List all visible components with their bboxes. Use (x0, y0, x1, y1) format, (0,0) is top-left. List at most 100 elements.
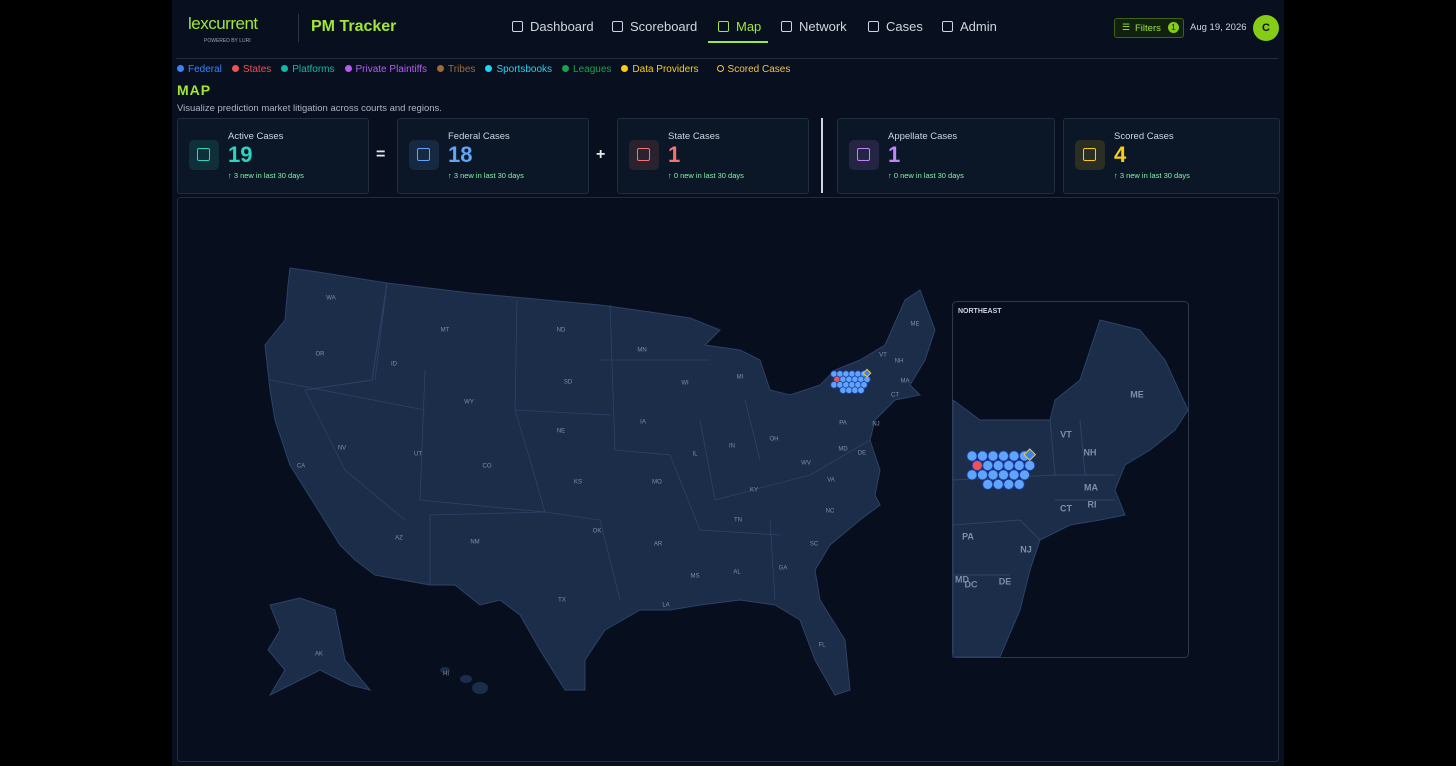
legend-label[interactable]: States (242, 64, 272, 75)
scored-marker (862, 368, 872, 378)
case-marker (1024, 460, 1036, 471)
nav-icon (942, 21, 953, 32)
app-title: PM Tracker (311, 18, 397, 35)
app: lexcurrent POWERED BY LURI PM Tracker ☰ … (172, 0, 1284, 766)
nav-item[interactable]: Dashboard (530, 19, 594, 34)
state-label: VT (879, 353, 887, 359)
filters-button[interactable]: ☰ Filters 1 (1114, 18, 1184, 38)
legend-dot (231, 65, 239, 72)
case-marker (966, 469, 978, 481)
nav-item[interactable]: Cases (886, 19, 923, 34)
logo: lexcurrent (188, 14, 258, 33)
stat-value: 19 (228, 142, 253, 167)
state-label: AZ (395, 536, 403, 542)
legend-label[interactable]: Private Plaintiffs (355, 64, 428, 75)
case-marker (971, 460, 983, 471)
stat-card: Federal Cases 18 ↑ 3 new in last 30 days (397, 118, 589, 194)
state-label: GA (779, 566, 788, 572)
avatar[interactable]: C (1253, 15, 1279, 41)
legend-label[interactable]: Tribes (448, 64, 476, 75)
inset-state-label: MA (1084, 482, 1098, 492)
nav-item[interactable]: Scoreboard (630, 19, 698, 34)
stat-value: 4 (1114, 142, 1127, 167)
state-label: SD (564, 380, 573, 386)
state-label: MO (652, 480, 662, 486)
legend-label[interactable]: Platforms (292, 64, 335, 75)
case-marker (1008, 469, 1020, 481)
state-label: NM (470, 540, 479, 546)
state-label: WI (681, 381, 689, 387)
state-label: MI (737, 375, 744, 381)
page-subtitle: Visualize prediction market litigation a… (177, 103, 442, 114)
inset-state-label: DC (965, 579, 978, 589)
scored-marker (1023, 448, 1037, 461)
stat-note: ↑ 3 new in last 30 days (228, 171, 304, 180)
stat-label: Appellate Cases (888, 131, 958, 142)
inset-state-label: MD (955, 574, 969, 584)
legend-label[interactable]: Leagues (573, 64, 612, 75)
case-marker (987, 450, 999, 462)
case-marker (987, 469, 999, 481)
state-label: CO (483, 464, 492, 470)
state-label: KS (574, 480, 582, 486)
case-marker (1003, 460, 1015, 471)
case-marker (998, 469, 1009, 481)
stat-card: Scored Cases 4 ↑ 3 new in last 30 days (1063, 118, 1280, 194)
stat-value: 18 (448, 142, 473, 167)
legend-dot (621, 65, 629, 72)
case-marker (982, 478, 994, 490)
legend-label[interactable]: Sportsbooks (496, 64, 553, 75)
legend-dot (281, 65, 289, 72)
state-label: DE (858, 451, 866, 457)
state-label: OK (593, 529, 602, 535)
legend-label[interactable]: Federal (188, 64, 222, 75)
stat-icon (409, 140, 439, 170)
stat-value: 1 (888, 142, 901, 167)
legend-label[interactable]: Data Providers (632, 64, 699, 75)
divider (298, 14, 299, 42)
state-label: IA (640, 420, 646, 426)
state-label: HI (443, 672, 449, 678)
stat-note: ↑ 3 new in last 30 days (1114, 171, 1190, 180)
state-label: ME (911, 322, 920, 328)
inset-state-label: VT (1060, 429, 1072, 439)
state-label: AK (315, 652, 323, 658)
stat-icon-glyph (417, 148, 430, 161)
case-marker (977, 450, 988, 462)
hawaii (472, 682, 488, 694)
legend-label[interactable]: Scored Cases (727, 64, 791, 75)
inset-state-label: NJ (1020, 544, 1032, 554)
nav-item[interactable]: Map (736, 19, 762, 34)
stat-icon-glyph (1083, 148, 1096, 161)
state-label: MN (637, 348, 646, 354)
nav-item[interactable]: Admin (960, 19, 997, 34)
stat-value: 1 (668, 142, 681, 167)
legend-dot (562, 65, 570, 72)
state-label: VA (827, 478, 835, 484)
state-label: ID (391, 362, 398, 368)
stat-icon (849, 140, 879, 170)
case-marker (1013, 478, 1025, 490)
state-label: TX (558, 598, 566, 604)
legend-dot (344, 65, 352, 72)
state-label: MD (838, 447, 848, 453)
case-marker (977, 469, 988, 481)
state-label: AL (733, 570, 741, 576)
state-lines (304, 282, 388, 391)
state-label: IL (692, 452, 698, 458)
nav-item[interactable]: Network (799, 19, 847, 34)
state-label: NJ (872, 422, 879, 428)
markers (830, 368, 1037, 490)
legend-dot (485, 65, 493, 72)
stat-icon-glyph (857, 148, 870, 161)
stat-label: Federal Cases (448, 131, 510, 142)
case-marker (857, 386, 865, 394)
hawaii (460, 675, 472, 683)
stat-note: ↑ 0 new in last 30 days (668, 171, 744, 180)
us-outline (264, 267, 936, 696)
stat-card: Appellate Cases 1 ↑ 0 new in last 30 days (837, 118, 1055, 194)
state-label: WA (326, 296, 335, 302)
operator: + (596, 146, 606, 163)
state-label: MA (901, 379, 910, 385)
hawaii (440, 667, 450, 673)
